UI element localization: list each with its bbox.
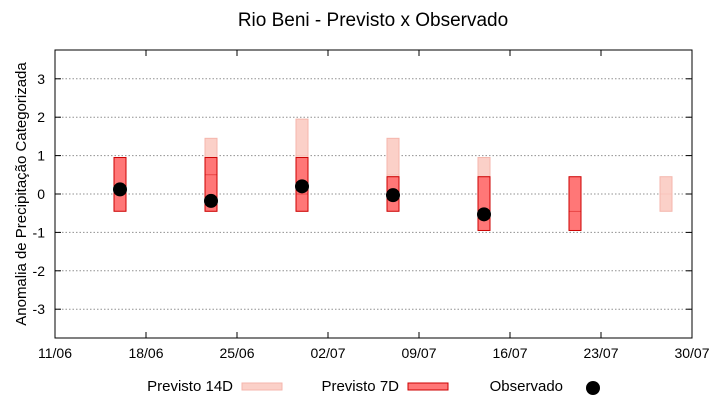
- y-tick-label: 1: [37, 148, 45, 164]
- legend-swatch-previsto-14d: [241, 382, 283, 391]
- y-tick-label: 3: [37, 71, 45, 87]
- observado-point: [295, 179, 309, 194]
- y-tick-label: -2: [33, 263, 46, 279]
- x-tick-label: 11/06: [38, 345, 72, 361]
- legend-swatch-previsto-7d: [407, 382, 449, 391]
- legend: Previsto 14D Previsto 7D Observado: [147, 378, 600, 395]
- chart-title: Rio Beni - Previsto x Observado: [238, 10, 508, 31]
- x-tick-label: 30/07: [674, 345, 709, 361]
- gridlines: [55, 78, 692, 310]
- y-tick-label: 0: [37, 186, 45, 202]
- legend-label-previsto-14d: Previsto 14D: [147, 378, 233, 395]
- x-tick-label: 09/07: [401, 345, 436, 361]
- legend-label-observado: Observado: [490, 378, 563, 395]
- x-axis: 11/06 18/06 25/06 02/07 09/07 16/07 23/07 30/07: [38, 50, 710, 361]
- x-tick-label: 18/06: [128, 345, 163, 361]
- observado-point: [386, 188, 400, 203]
- observado-point: [477, 207, 491, 222]
- y-axis-label: Anomalia de Precipitação Categorizada: [13, 62, 30, 326]
- y-axis: -3 -2 -1 0 1 2 3: [33, 71, 692, 317]
- y-tick-label: -3: [33, 301, 46, 317]
- series-previsto-14d: [204, 118, 673, 212]
- y-tick-label: -1: [33, 224, 46, 240]
- x-tick-label: 23/07: [583, 345, 618, 361]
- observado-point: [113, 182, 127, 197]
- previsto-7d-box: [477, 176, 491, 231]
- series-observado: [113, 179, 491, 222]
- y-tick-label: 2: [37, 109, 45, 125]
- previsto-14d-box: [386, 137, 400, 178]
- x-tick-label: 25/06: [219, 345, 254, 361]
- x-tick-label: 16/07: [492, 345, 527, 361]
- legend-label-previsto-7d: Previsto 7D: [321, 378, 399, 395]
- legend-marker-observado: [586, 381, 600, 395]
- observado-point: [204, 193, 218, 208]
- x-tick-label: 02/07: [310, 345, 345, 361]
- previsto-7d-box: [568, 176, 582, 231]
